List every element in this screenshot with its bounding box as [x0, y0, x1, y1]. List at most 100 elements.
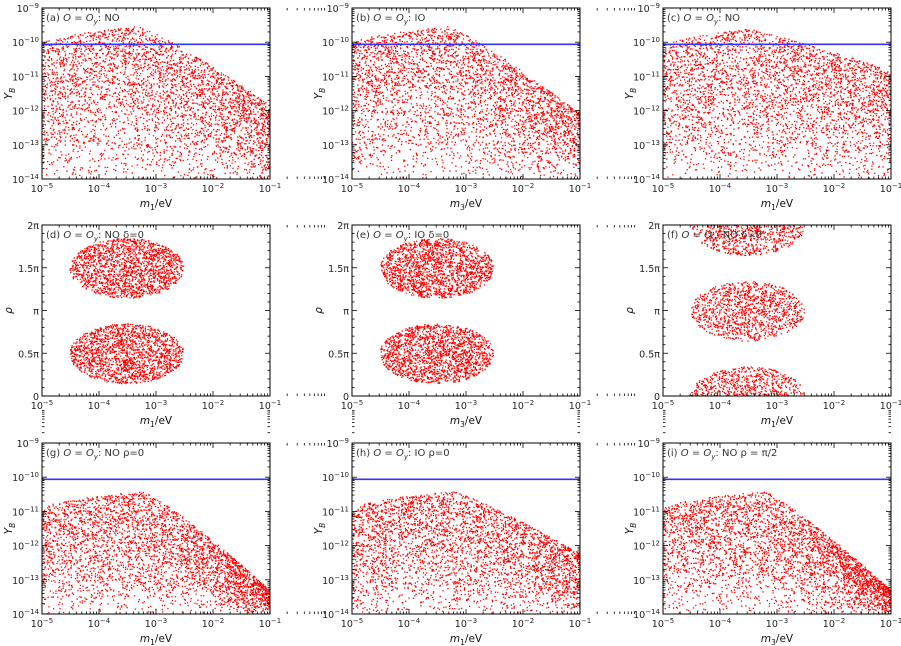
- scatter-points: [663, 491, 891, 614]
- y-tick-label: 10−14: [633, 608, 660, 621]
- x-tick-label: 10−5: [652, 399, 674, 412]
- x-tick-label: 10−4: [398, 399, 421, 412]
- x-tick-label: 10−4: [88, 617, 111, 630]
- y-tick-label: π: [654, 307, 660, 318]
- y-axis-label: YB: [624, 88, 638, 100]
- y-tick-label: 10−14: [322, 173, 349, 186]
- panel-f: 10−5 10−4 10−3 10−2 10−1 0 0.5π π 1.5π 2π m1/eV ρ (f…: [624, 221, 901, 429]
- x-tick-label: 10−1: [569, 399, 591, 412]
- y-tick-label: 10−9: [327, 2, 349, 15]
- y-tick-label: 2π: [27, 221, 39, 232]
- x-axis-label: m3/eV: [450, 198, 483, 212]
- y-tick-label: 10−10: [12, 471, 39, 484]
- y-axis-label: YB: [3, 88, 17, 100]
- y-tick-label: 1.5π: [18, 264, 39, 275]
- y-tick-label: π: [33, 307, 39, 318]
- y-tick-label: 10−12: [12, 540, 39, 553]
- panel-e: 10−5 10−4 10−3 10−2 10−1 0 0.5π π 1.5π 2π m3/eV ρ (e…: [313, 221, 635, 429]
- y-tick-label: 10−13: [633, 574, 660, 587]
- y-tick-label: 10−14: [322, 608, 349, 621]
- x-tick-label: 10−2: [512, 399, 534, 412]
- plot-frame: [662, 7, 892, 180]
- x-tick-label: 10−3: [455, 182, 477, 195]
- x-tick-label: 10−3: [766, 399, 788, 412]
- x-tick-label: 10−5: [31, 617, 53, 630]
- scatter-point-cloud: [69, 238, 185, 385]
- x-tick-label: 10−3: [455, 399, 477, 412]
- scatter-points: [352, 491, 580, 614]
- x-tick-label: 10−4: [709, 617, 732, 630]
- x-axis-label: m1/eV: [140, 198, 173, 212]
- x-tick-label: 10−2: [823, 399, 845, 412]
- x-tick-label: 10−1: [259, 399, 281, 412]
- scatter-points: [690, 225, 805, 396]
- scatter-point-cloud: [690, 225, 805, 396]
- y-tick-label: 0.5π: [328, 349, 349, 360]
- x-axis-label: m1/eV: [140, 633, 173, 646]
- y-tick-label: 0.5π: [18, 349, 39, 360]
- scatter-point-cloud: [663, 29, 891, 179]
- x-tick-label: 10−3: [455, 617, 477, 630]
- y-tick-label: 10−11: [633, 70, 660, 83]
- x-tick-label: 10−3: [145, 399, 167, 412]
- y-tick-label: 10−14: [12, 173, 39, 186]
- x-tick-label: 10−1: [880, 617, 901, 630]
- x-axis-label: m1/eV: [450, 633, 483, 646]
- y-axis-label: YB: [313, 88, 327, 100]
- x-tick-label: 10−2: [823, 617, 845, 630]
- y-tick-label: 10−12: [633, 105, 660, 118]
- y-tick-label: 0: [33, 392, 39, 403]
- x-tick-label: 10−1: [880, 182, 901, 195]
- y-tick-label: 2π: [337, 221, 349, 232]
- y-tick-label: 10−11: [322, 505, 349, 518]
- scatter-points: [42, 26, 270, 179]
- panel-annotation: (b) O = Oy: IO: [356, 13, 425, 26]
- scatter-points: [42, 491, 270, 614]
- y-tick-label: 10−12: [12, 105, 39, 118]
- x-tick-label: 10−3: [145, 617, 167, 630]
- panel-i: 10−5 10−4 10−3 10−2 10−1 10−14 10−13 10−12 10−11…: [624, 409, 901, 646]
- scatter-point-cloud: [663, 491, 891, 614]
- y-tick-label: 0.5π: [639, 349, 660, 360]
- y-tick-label: 10−9: [17, 437, 39, 450]
- x-tick-label: 10−5: [341, 182, 363, 195]
- panel-annotation: (h) O = Oy: IO ρ=0: [356, 448, 450, 461]
- x-tick-label: 10−1: [569, 182, 591, 195]
- panel-annotation: (c) O = Oy: NO: [667, 13, 740, 26]
- x-tick-label: 10−1: [259, 182, 281, 195]
- panel-b: 10−5 10−4 10−3 10−2 10−1 10−14 10−13 10−12 10−11…: [313, 2, 635, 212]
- x-tick-label: 10−1: [569, 617, 591, 630]
- x-axis-label: m3/eV: [761, 633, 794, 646]
- y-tick-label: 10−10: [322, 36, 349, 49]
- scatter-points: [380, 238, 495, 384]
- y-tick-label: 10−11: [12, 505, 39, 518]
- y-tick-label: 1.5π: [328, 264, 349, 275]
- y-axis-label: YB: [624, 523, 638, 535]
- x-axis-label: m1/eV: [140, 415, 173, 429]
- x-tick-label: 10−5: [31, 182, 53, 195]
- x-tick-label: 10−2: [202, 182, 224, 195]
- panel-annotation: (d) O = Oy: NO δ=0: [46, 230, 144, 243]
- panel-annotation: (g) O = Oy: NO ρ=0: [46, 448, 144, 461]
- scatter-point-cloud: [42, 26, 270, 179]
- scatter-point-cloud: [352, 491, 580, 614]
- y-tick-label: 10−10: [633, 471, 660, 484]
- y-tick-label: 10−13: [322, 574, 349, 587]
- panel-annotation: (i) O = Oy: NO ρ = π/2: [667, 448, 777, 461]
- x-tick-label: 10−4: [709, 399, 732, 412]
- x-tick-label: 10−5: [341, 399, 363, 412]
- y-tick-label: 10−10: [322, 471, 349, 484]
- y-tick-label: 10−14: [12, 608, 39, 621]
- x-tick-label: 10−3: [145, 182, 167, 195]
- panel-annotation: (e) O = Oy: IO δ=0: [356, 230, 449, 243]
- panel-g: 10−5 10−4 10−3 10−2 10−1 10−14 10−13 10−12 10−11…: [3, 409, 325, 646]
- x-axis-label: m1/eV: [761, 415, 794, 429]
- y-tick-label: 10−13: [633, 139, 660, 152]
- y-tick-label: 10−9: [638, 437, 660, 450]
- panel-annotation: (f) O = Oy: NO δ=0: [667, 230, 762, 243]
- x-tick-label: 10−4: [88, 399, 111, 412]
- y-tick-label: 10−10: [12, 36, 39, 49]
- y-tick-label: π: [343, 307, 349, 318]
- y-tick-label: 10−10: [633, 36, 660, 49]
